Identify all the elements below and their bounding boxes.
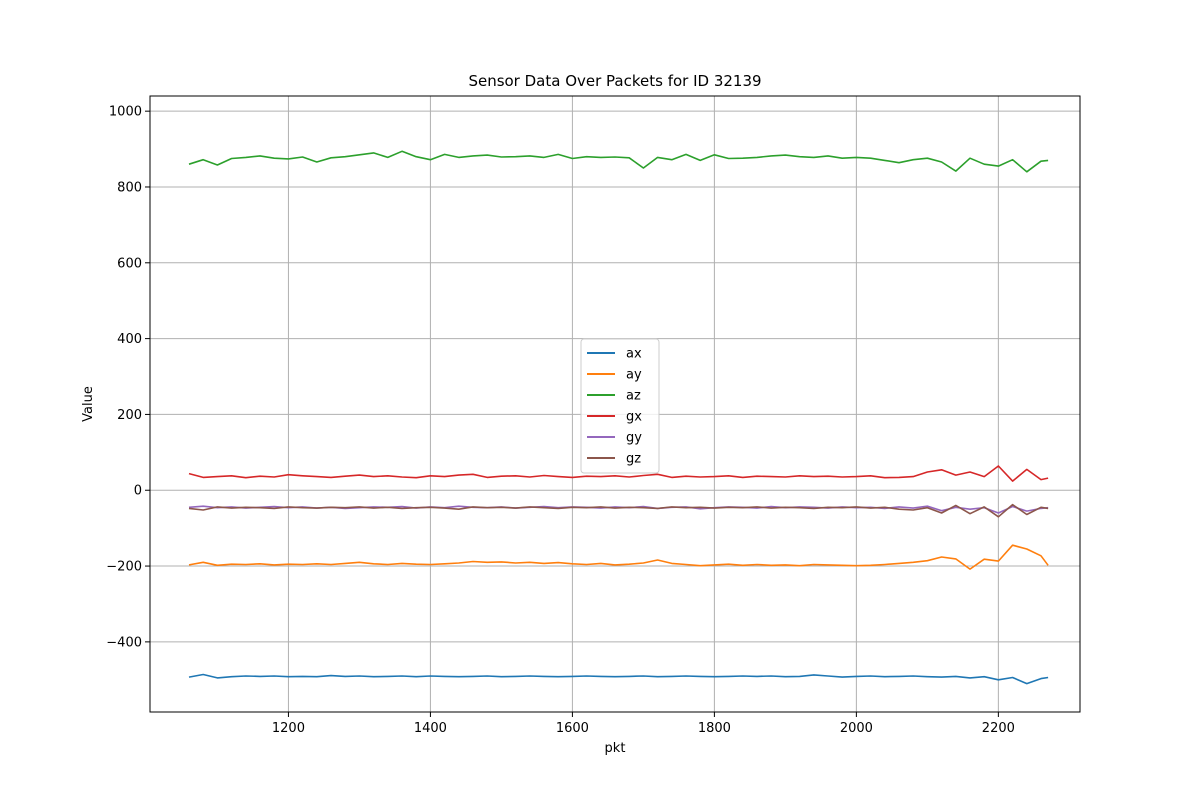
series-lines — [188, 150, 1049, 685]
legend-box — [580, 338, 660, 474]
y-tick-label: 800 — [117, 180, 142, 195]
legend-label-gy: gy — [626, 431, 642, 446]
series-line-ax — [188, 673, 1049, 685]
legend-label-ay: ay — [626, 368, 642, 383]
legend-label-gx: gx — [626, 410, 642, 425]
legend-label-ax: ax — [626, 347, 642, 362]
x-axis-label: pkt — [605, 741, 626, 756]
series-line-az — [188, 150, 1049, 173]
series-line-gx — [188, 465, 1049, 482]
y-tick-label: 200 — [117, 408, 142, 423]
chart-title: Sensor Data Over Packets for ID 32139 — [468, 72, 761, 90]
series-line-ay — [188, 544, 1049, 570]
legend-label-gz: gz — [626, 452, 641, 467]
legend: ax ay az gx gy gz — [580, 338, 660, 474]
x-tick-label: 1400 — [414, 721, 447, 736]
x-tick-label: 2000 — [840, 721, 873, 736]
y-tick-label: 0 — [134, 484, 142, 499]
y-tick-label: 400 — [117, 332, 142, 347]
legend-label-az: az — [626, 389, 641, 404]
plot-frame — [149, 95, 1081, 713]
y-tick-label: 1000 — [109, 105, 142, 120]
y-tick-label: 600 — [117, 256, 142, 271]
y-tick-label: −400 — [106, 635, 142, 650]
x-tick-label: 1600 — [556, 721, 589, 736]
x-tick-label: 2200 — [982, 721, 1015, 736]
y-axis-label: Value — [81, 386, 96, 422]
x-tick-label: 1200 — [272, 721, 305, 736]
y-tick-label: −200 — [106, 560, 142, 575]
x-tick-label: 1800 — [698, 721, 731, 736]
series-line-gz — [188, 503, 1049, 518]
axis-ticks: 1200 1400 1600 1800 2000 2200 −400 −200 0 200 400 6… — [106, 105, 1015, 736]
